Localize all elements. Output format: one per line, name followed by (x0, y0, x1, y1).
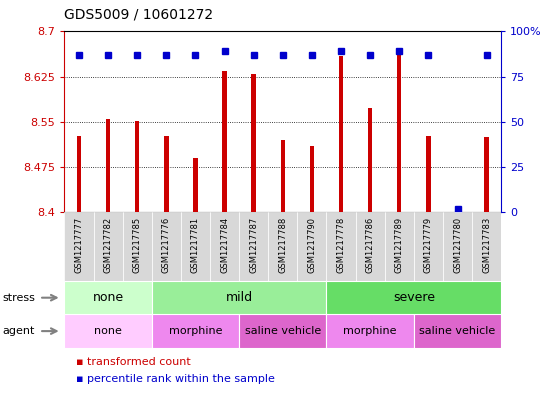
Bar (326, 281, 501, 314)
Bar (356, 212, 385, 281)
Text: GDS5009 / 10601272: GDS5009 / 10601272 (64, 7, 213, 22)
Bar (123, 212, 152, 281)
Text: GSM1217786: GSM1217786 (366, 217, 375, 273)
Bar (472, 212, 501, 281)
Text: GSM1217777: GSM1217777 (74, 217, 83, 273)
Bar (368, 108, 372, 212)
Text: GSM1217778: GSM1217778 (337, 217, 346, 273)
Text: ▪ transformed count: ▪ transformed count (76, 356, 190, 367)
Text: GSM1217781: GSM1217781 (191, 217, 200, 273)
Text: GSM1217787: GSM1217787 (249, 217, 258, 273)
Bar (414, 314, 501, 348)
Bar (64, 314, 152, 348)
Bar (455, 211, 460, 212)
Text: GSM1217790: GSM1217790 (307, 217, 316, 273)
Bar (152, 281, 326, 314)
Bar (326, 314, 414, 348)
Text: GSM1217783: GSM1217783 (482, 217, 491, 273)
Bar (181, 212, 210, 281)
Bar (339, 55, 343, 212)
Text: GSM1217788: GSM1217788 (278, 217, 287, 273)
Text: GSM1217776: GSM1217776 (162, 217, 171, 273)
Bar (152, 314, 239, 348)
Text: mild: mild (226, 291, 253, 304)
Text: none: none (94, 326, 122, 336)
Bar (94, 212, 123, 281)
Text: saline vehicle: saline vehicle (245, 326, 321, 336)
Text: GSM1217779: GSM1217779 (424, 217, 433, 273)
Bar (326, 212, 356, 281)
Bar (152, 212, 181, 281)
Text: agent: agent (3, 326, 35, 336)
Text: morphine: morphine (343, 326, 397, 336)
Bar (484, 137, 489, 212)
Bar (297, 212, 326, 281)
Text: saline vehicle: saline vehicle (419, 326, 496, 336)
Bar (77, 136, 81, 212)
Bar (210, 212, 239, 281)
Bar (106, 119, 110, 212)
Bar (193, 158, 198, 212)
Text: none: none (92, 291, 124, 304)
Bar (164, 136, 169, 212)
Bar (135, 121, 139, 212)
Text: GSM1217785: GSM1217785 (133, 217, 142, 273)
Bar (426, 136, 431, 212)
Text: GSM1217784: GSM1217784 (220, 217, 229, 273)
Bar (222, 71, 227, 212)
Bar (310, 146, 314, 212)
Bar (239, 314, 326, 348)
Text: stress: stress (3, 293, 36, 303)
Bar (385, 212, 414, 281)
Text: GSM1217780: GSM1217780 (453, 217, 462, 273)
Bar (251, 73, 256, 212)
Text: GSM1217782: GSM1217782 (104, 217, 113, 273)
Bar (239, 212, 268, 281)
Text: severe: severe (393, 291, 435, 304)
Bar (443, 212, 472, 281)
Text: morphine: morphine (169, 326, 222, 336)
Bar (64, 212, 94, 281)
Bar (268, 212, 297, 281)
Bar (397, 53, 402, 212)
Text: ▪ percentile rank within the sample: ▪ percentile rank within the sample (76, 374, 274, 384)
Bar (281, 140, 285, 212)
Bar (414, 212, 443, 281)
Bar (64, 281, 152, 314)
Text: GSM1217789: GSM1217789 (395, 217, 404, 273)
